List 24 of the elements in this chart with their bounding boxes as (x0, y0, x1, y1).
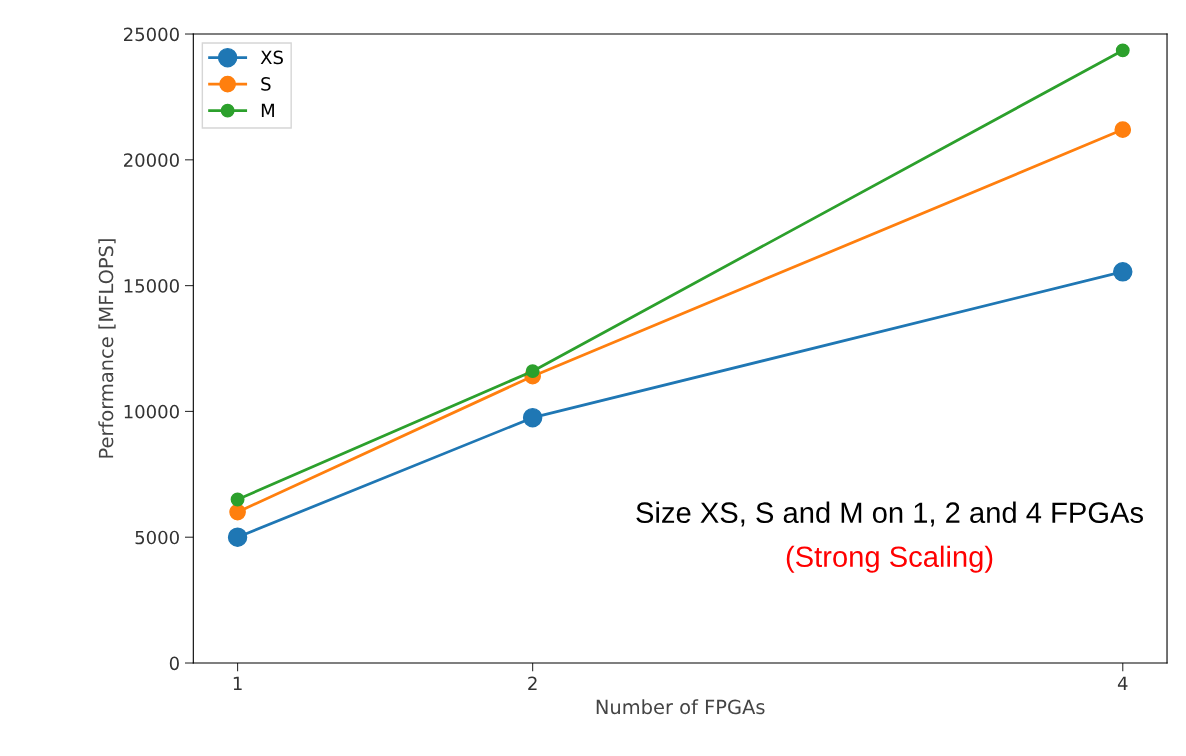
x-tick-label: 4 (1117, 676, 1128, 690)
point (227, 527, 248, 547)
point (1114, 121, 1132, 138)
legend-label: XS (260, 50, 283, 65)
y-tick-label: 10000 (124, 404, 179, 419)
legend-label: M (261, 103, 274, 117)
annotation: (Strong Scaling) (786, 545, 993, 573)
x-tick-label: 2 (528, 676, 537, 690)
point (1115, 43, 1130, 58)
point (229, 503, 246, 521)
y-tick-label: 5000 (135, 530, 179, 545)
y-tick-label: 0 (169, 656, 179, 671)
y-tick-label: 20000 (124, 153, 179, 167)
point (525, 364, 540, 379)
y-axis-title: Performance [MFLOPS] (98, 239, 116, 458)
annotation: Size XS, S and M on 1, 2 and 4 FPGAs (636, 501, 1144, 527)
x-tick-label: 1 (233, 676, 242, 690)
legend-label: S (261, 77, 271, 91)
point (1113, 262, 1133, 282)
point (522, 407, 543, 428)
y-tick-label: 15000 (124, 279, 179, 293)
x-axis-title: Number of FPGAs (596, 699, 765, 715)
y-tick-label: 25000 (124, 27, 179, 42)
point (230, 492, 245, 507)
